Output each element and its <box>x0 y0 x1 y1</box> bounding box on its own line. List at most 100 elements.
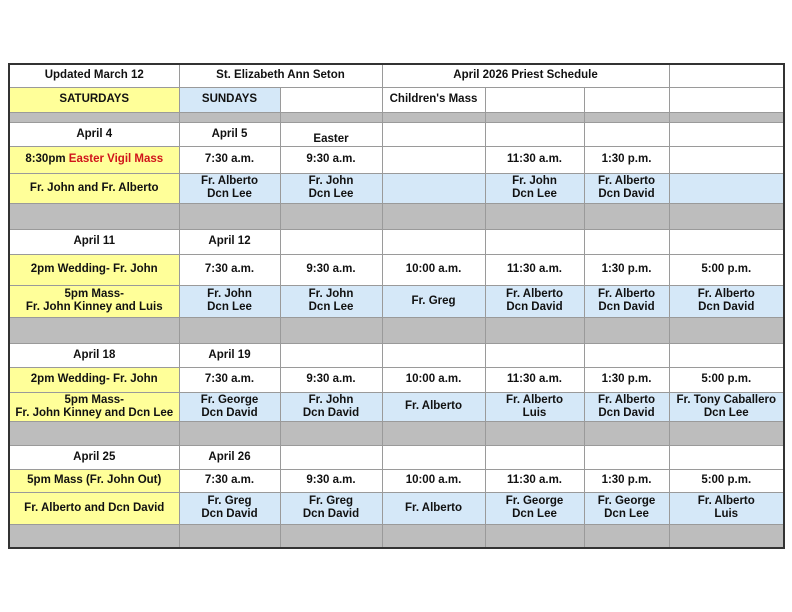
mass-time-cell: 11:30 a.m. <box>484 145 585 174</box>
priest-assignment-cell <box>381 172 486 204</box>
priest-assignment-cell: Fr. Greg Dcn David <box>279 491 383 525</box>
priest-assignment-cell: Fr. John Dcn David <box>279 391 383 422</box>
separator-cell <box>8 111 180 123</box>
mass-time-cell: 11:30 a.m. <box>484 468 585 493</box>
separator-cell <box>381 420 486 446</box>
mass-time-row: 2pm Wedding- Fr. John 7:30 a.m. 9:30 a.m. 1… <box>8 366 785 393</box>
mass-time-cell: 8:30pm Easter Vigil Mass <box>8 145 180 174</box>
mass-time-cell: 7:30 a.m. <box>178 468 281 493</box>
mass-time-cell: 5:00 p.m. <box>668 468 785 493</box>
separator-cell <box>484 420 585 446</box>
column-label-row: SATURDAYS SUNDAYS Children's Mass <box>8 86 785 113</box>
separator-cell <box>279 202 383 230</box>
separator-row <box>8 523 785 549</box>
priest-assignment-cell: Fr. John Dcn Lee <box>178 284 281 318</box>
mass-time-text: 8:30pm <box>25 153 69 165</box>
date-cell <box>381 444 486 470</box>
separator-cell <box>668 202 785 230</box>
separator-row <box>8 316 785 344</box>
date-cell <box>484 444 585 470</box>
separator-cell <box>484 111 585 123</box>
date-cell: April 25 <box>8 444 180 470</box>
date-cell <box>668 228 785 255</box>
mass-time-cell: 1:30 p.m. <box>583 468 670 493</box>
date-cell <box>668 121 785 147</box>
mass-time-cell: 9:30 a.m. <box>279 366 383 393</box>
schedule-title: April 2026 Priest Schedule <box>381 63 670 88</box>
priest-assignment-cell: Fr. John and Fr. Alberto <box>8 172 180 204</box>
separator-cell <box>668 420 785 446</box>
mass-time-cell: 2pm Wedding- Fr. John <box>8 366 180 393</box>
separator-cell <box>583 316 670 344</box>
date-cell <box>484 121 585 147</box>
mass-time-cell: 11:30 a.m. <box>484 366 585 393</box>
separator-cell <box>178 420 281 446</box>
priest-assignment-cell: Fr. Greg Dcn David <box>178 491 281 525</box>
mass-time-cell: 5:00 p.m. <box>668 366 785 393</box>
mass-time-cell: 7:30 a.m. <box>178 366 281 393</box>
date-cell <box>279 228 383 255</box>
separator-cell <box>8 523 180 549</box>
priest-assignment-cell: Fr. Alberto Luis <box>484 391 585 422</box>
separator-cell <box>279 111 383 123</box>
date-cell <box>279 342 383 368</box>
priest-assignment-cell: Fr. John Dcn Lee <box>279 284 383 318</box>
mass-time-cell <box>668 145 785 174</box>
separator-row <box>8 420 785 446</box>
separator-cell <box>178 523 281 549</box>
parish-name: St. Elizabeth Ann Seton <box>178 63 383 88</box>
mass-time-cell: 9:30 a.m. <box>279 468 383 493</box>
date-cell <box>583 228 670 255</box>
date-cell <box>381 228 486 255</box>
column-label <box>484 86 585 113</box>
separator-cell <box>178 202 281 230</box>
title-row: Updated March 12 St. Elizabeth Ann Seton… <box>8 63 785 88</box>
separator-cell <box>279 523 383 549</box>
separator-cell <box>8 420 180 446</box>
priest-assignment-cell: Fr. George Dcn Lee <box>583 491 670 525</box>
priest-schedule-table: Updated March 12 St. Elizabeth Ann Seton… <box>8 63 785 549</box>
updated-note: Updated March 12 <box>8 63 180 88</box>
priest-assignment-cell: Fr. Alberto Dcn David <box>583 391 670 422</box>
date-cell <box>381 121 486 147</box>
separator-cell <box>583 523 670 549</box>
priest-assignment-cell: 5pm Mass- Fr. John Kinney and Dcn Lee <box>8 391 180 422</box>
column-label: Children's Mass <box>381 86 486 113</box>
priest-row: 5pm Mass- Fr. John Kinney and Dcn Lee Fr.… <box>8 391 785 422</box>
priest-row: 5pm Mass- Fr. John Kinney and Luis Fr. Jo… <box>8 284 785 318</box>
mass-time-cell: 10:00 a.m. <box>381 468 486 493</box>
separator-cell <box>484 202 585 230</box>
mass-time-cell: 2pm Wedding- Fr. John <box>8 253 180 286</box>
empty-cell <box>668 63 785 88</box>
priest-row: Fr. John and Fr. Alberto Fr. Alberto Dcn … <box>8 172 785 204</box>
mass-time-cell: 1:30 p.m. <box>583 253 670 286</box>
priest-assignment-cell: Fr. Alberto Dcn David <box>583 284 670 318</box>
schedule-body: Updated March 12 St. Elizabeth Ann Seton… <box>8 63 785 549</box>
date-cell: April 26 <box>178 444 281 470</box>
separator-cell <box>668 111 785 123</box>
priest-assignment-cell <box>668 172 785 204</box>
date-cell <box>668 342 785 368</box>
date-cell: April 11 <box>8 228 180 255</box>
column-label: SATURDAYS <box>8 86 180 113</box>
separator-cell <box>178 316 281 344</box>
priest-assignment-cell: Fr. Alberto <box>381 391 486 422</box>
priest-assignment-cell: Fr. Alberto Dcn David <box>484 284 585 318</box>
separator-cell <box>279 316 383 344</box>
mass-time-cell: 5:00 p.m. <box>668 253 785 286</box>
priest-assignment-cell: 5pm Mass- Fr. John Kinney and Luis <box>8 284 180 318</box>
priest-row: Fr. Alberto and Dcn David Fr. Greg Dcn Da… <box>8 491 785 525</box>
date-cell <box>484 342 585 368</box>
date-row: April 25 April 26 <box>8 444 785 470</box>
priest-assignment-cell: Fr. Alberto Dcn David <box>583 172 670 204</box>
date-cell <box>583 444 670 470</box>
date-cell: April 4 <box>8 121 180 147</box>
mass-time-row: 5pm Mass (Fr. John Out) 7:30 a.m. 9:30 a.m… <box>8 468 785 493</box>
priest-assignment-cell: Fr. John Dcn Lee <box>484 172 585 204</box>
priest-assignment-cell: Fr. Tony Caballero Dcn Lee <box>668 391 785 422</box>
mass-time-cell: 7:30 a.m. <box>178 253 281 286</box>
date-row: April 18 April 19 <box>8 342 785 368</box>
mass-time-cell <box>381 145 486 174</box>
date-cell <box>381 342 486 368</box>
separator-row <box>8 111 785 123</box>
